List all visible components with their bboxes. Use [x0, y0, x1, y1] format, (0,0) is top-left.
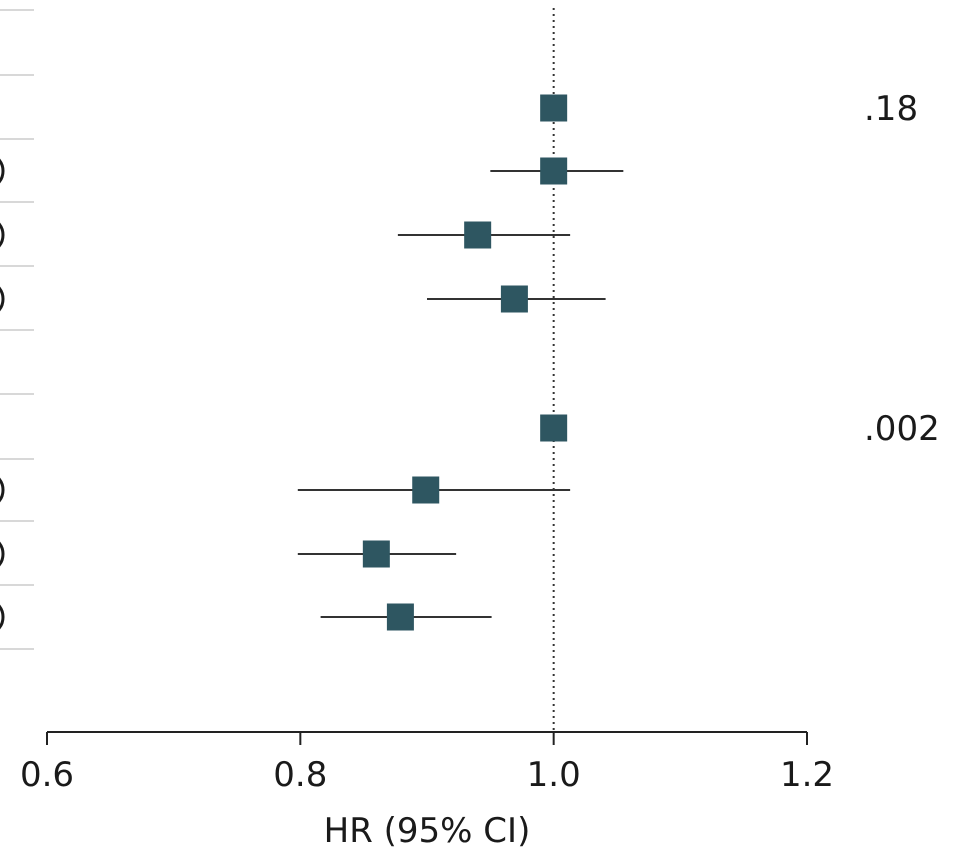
hr-marker: [540, 94, 568, 122]
x-tick-label: 1.2: [780, 755, 834, 795]
hr-marker: [386, 603, 414, 631]
p-value-label: .18: [864, 89, 918, 129]
hr-marker: [412, 476, 440, 504]
x-tick-label: 0.8: [273, 755, 327, 795]
clipped-parenthesis: [0, 604, 5, 630]
hr-marker: [540, 414, 568, 442]
hr-marker: [362, 540, 390, 568]
p-value-label: .002: [864, 409, 940, 449]
p-values: .18 .002: [864, 89, 940, 449]
hr-marker: [540, 157, 568, 185]
clipped-parenthesis: [0, 222, 5, 248]
hr-marker: [464, 221, 492, 249]
x-tick-label: 0.6: [20, 755, 74, 795]
clipped-parenthesis: [0, 477, 5, 503]
x-axis-title: HR (95% CI): [324, 811, 531, 849]
clipped-parenthesis: [0, 541, 5, 567]
clipped-parenthesis: [0, 158, 5, 184]
forest-rows: [297, 94, 624, 631]
x-axis: 0.6 0.8 1.0 1.2: [20, 731, 834, 795]
hr-marker: [500, 285, 528, 313]
clipped-parenthesis: [0, 286, 5, 312]
left-edge-fragments: [0, 9, 34, 650]
x-tick-label: 1.0: [527, 755, 581, 795]
